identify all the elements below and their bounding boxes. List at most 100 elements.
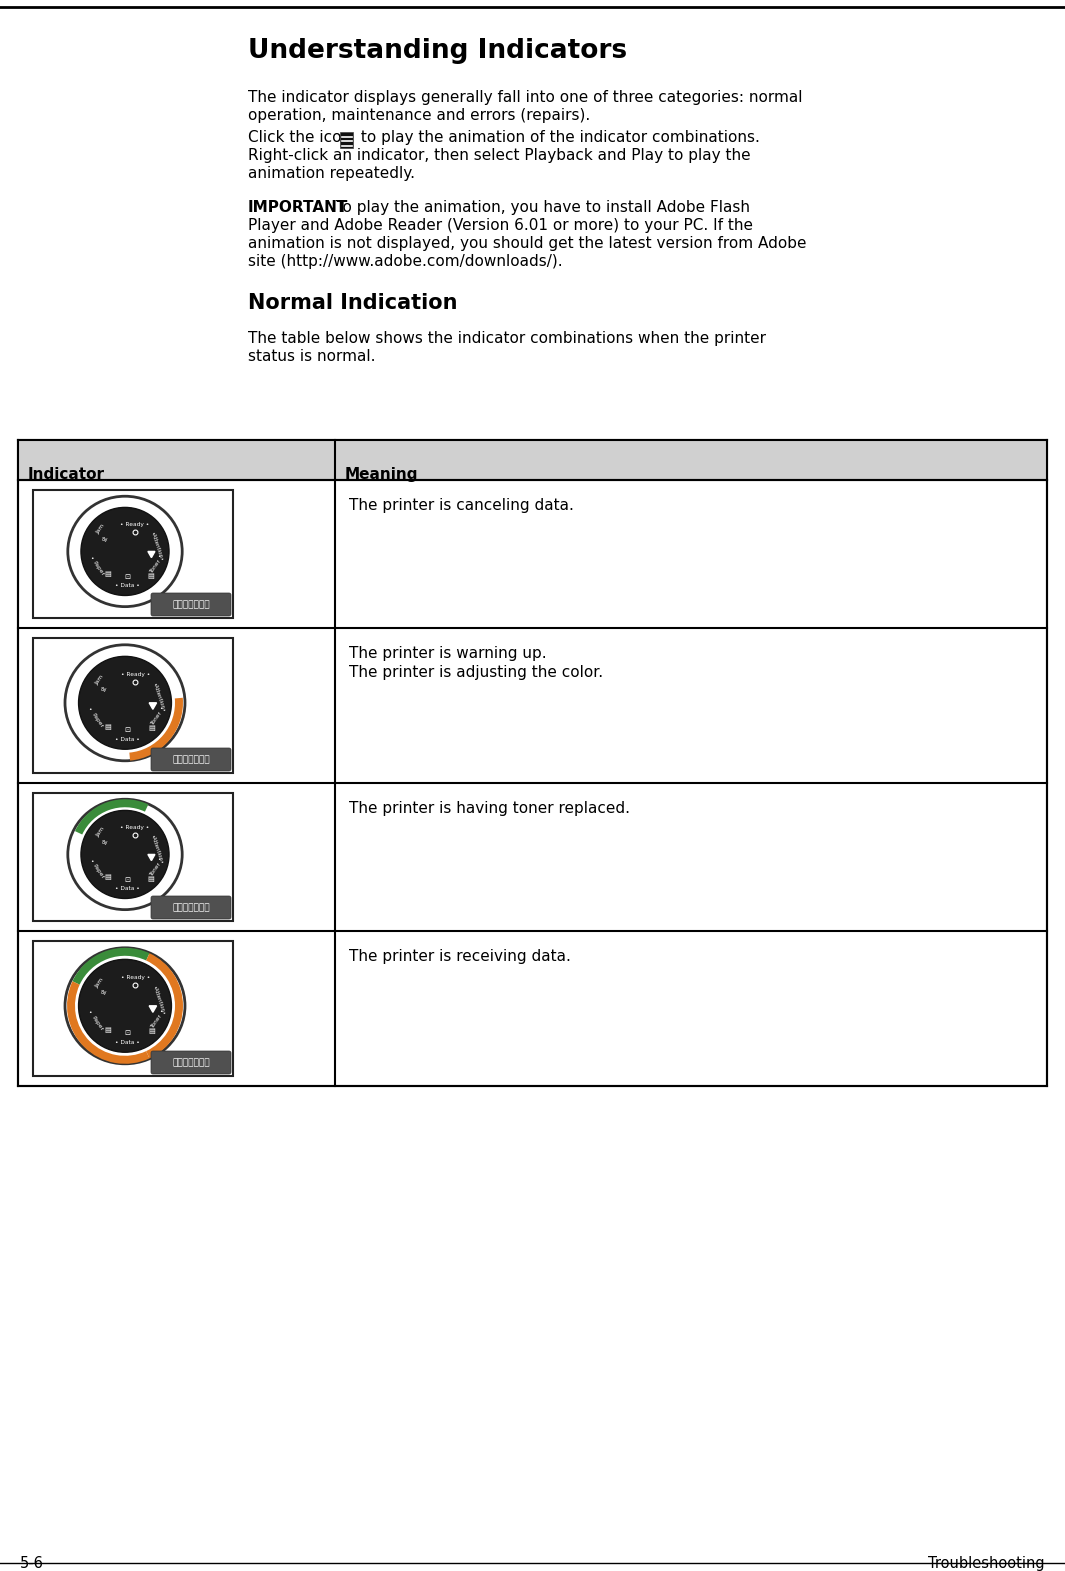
Ellipse shape: [81, 811, 169, 899]
Text: Player and Adobe Reader (Version 6.01 or more) to your PC. If the: Player and Adobe Reader (Version 6.01 or…: [248, 218, 753, 233]
Wedge shape: [146, 954, 183, 1059]
Text: status is normal.: status is normal.: [248, 349, 376, 364]
FancyBboxPatch shape: [33, 941, 233, 1076]
Text: •: •: [158, 555, 161, 559]
FancyBboxPatch shape: [33, 793, 233, 921]
Text: Click the icon: Click the icon: [248, 130, 351, 145]
Text: 8y: 8y: [101, 990, 108, 996]
Text: •: •: [158, 858, 161, 862]
Text: Paper: Paper: [92, 559, 105, 577]
FancyBboxPatch shape: [151, 895, 231, 919]
Text: ▤: ▤: [148, 726, 155, 732]
Text: •Attention•: •Attention•: [151, 682, 165, 713]
Text: アニメーション: アニメーション: [173, 1057, 210, 1067]
Text: •: •: [91, 858, 94, 864]
Text: animation repeatedly.: animation repeatedly.: [248, 167, 415, 181]
Text: アニメーション: アニメーション: [173, 903, 210, 913]
Text: ▤: ▤: [147, 573, 154, 578]
Wedge shape: [67, 982, 149, 1064]
Text: Right-click an indicator, then select Playback and Play to play the: Right-click an indicator, then select Pl…: [248, 148, 751, 163]
Text: IMPORTANT: IMPORTANT: [248, 200, 348, 215]
Text: 8y: 8y: [101, 687, 108, 693]
Text: Toner: Toner: [148, 862, 162, 878]
Text: Toner: Toner: [150, 712, 163, 727]
Text: to play the animation of the indicator combinations.: to play the animation of the indicator c…: [356, 130, 759, 145]
Text: •Attention•: •Attention•: [149, 531, 164, 561]
Text: The printer is adjusting the color.: The printer is adjusting the color.: [349, 665, 603, 680]
Text: Meaning: Meaning: [345, 467, 419, 482]
Ellipse shape: [68, 800, 182, 910]
Polygon shape: [149, 1005, 157, 1012]
Text: • Ready •: • Ready •: [120, 522, 149, 526]
Wedge shape: [72, 947, 149, 985]
Text: ⊡: ⊡: [125, 573, 130, 580]
Text: Toner: Toner: [150, 1015, 163, 1031]
Polygon shape: [148, 855, 154, 861]
Text: The printer is canceling data.: The printer is canceling data.: [349, 498, 574, 514]
Text: Normal Indication: Normal Indication: [248, 294, 458, 313]
Text: •: •: [88, 707, 92, 712]
Text: ▤: ▤: [104, 572, 112, 577]
Text: •Attention•: •Attention•: [149, 834, 164, 864]
Text: Jam: Jam: [94, 977, 104, 988]
Text: • Data •: • Data •: [115, 886, 140, 891]
Text: Jam: Jam: [94, 674, 104, 685]
Text: • Data •: • Data •: [115, 583, 140, 588]
FancyBboxPatch shape: [151, 748, 231, 771]
Text: ⊡: ⊡: [125, 877, 130, 883]
Ellipse shape: [81, 507, 169, 595]
Text: The printer is having toner replaced.: The printer is having toner replaced.: [349, 801, 630, 815]
Text: • Data •: • Data •: [115, 1040, 140, 1045]
Polygon shape: [148, 551, 154, 558]
Text: ▤: ▤: [104, 875, 112, 880]
Text: ▤: ▤: [104, 1027, 111, 1034]
Text: • Ready •: • Ready •: [120, 974, 150, 979]
FancyBboxPatch shape: [340, 132, 353, 148]
Polygon shape: [149, 702, 157, 709]
Text: ⊡: ⊡: [125, 727, 130, 732]
Text: The table below shows the indicator combinations when the printer: The table below shows the indicator comb…: [248, 331, 766, 346]
Text: animation is not displayed, you should get the latest version from Adobe: animation is not displayed, you should g…: [248, 236, 806, 251]
Ellipse shape: [65, 644, 185, 760]
Text: •Attention•: •Attention•: [151, 985, 165, 1016]
Text: アニメーション: アニメーション: [173, 756, 210, 764]
Text: 5-6: 5-6: [20, 1555, 44, 1571]
Text: site (http://www.adobe.com/downloads/).: site (http://www.adobe.com/downloads/).: [248, 255, 562, 269]
FancyBboxPatch shape: [33, 490, 233, 617]
Text: • Data •: • Data •: [115, 737, 140, 742]
FancyBboxPatch shape: [151, 1051, 231, 1075]
Text: •: •: [88, 1010, 92, 1015]
Text: Jam: Jam: [96, 826, 106, 839]
Text: ▤: ▤: [147, 875, 154, 881]
FancyBboxPatch shape: [18, 440, 1047, 1086]
Text: Paper: Paper: [92, 862, 105, 880]
Ellipse shape: [79, 657, 171, 749]
Text: •: •: [91, 556, 94, 561]
Text: ⊡: ⊡: [125, 1029, 130, 1035]
Text: Jam: Jam: [96, 523, 106, 536]
Ellipse shape: [68, 496, 182, 606]
Text: • Ready •: • Ready •: [120, 671, 150, 677]
Text: Troubleshooting: Troubleshooting: [929, 1555, 1045, 1571]
Text: The printer is receiving data.: The printer is receiving data.: [349, 949, 571, 965]
Text: operation, maintenance and errors (repairs).: operation, maintenance and errors (repai…: [248, 108, 590, 123]
Wedge shape: [129, 698, 183, 760]
Text: To play the animation, you have to install Adobe Flash: To play the animation, you have to insta…: [326, 200, 750, 215]
FancyBboxPatch shape: [18, 440, 1047, 481]
Text: Paper: Paper: [91, 712, 104, 729]
Text: Paper: Paper: [91, 1015, 104, 1032]
Text: •: •: [160, 1009, 163, 1013]
Text: Indicator: Indicator: [28, 467, 105, 482]
Ellipse shape: [79, 960, 171, 1053]
FancyBboxPatch shape: [33, 638, 233, 773]
Text: •: •: [160, 705, 163, 710]
Text: アニメーション: アニメーション: [173, 600, 210, 610]
Text: The indicator displays generally fall into one of three categories: normal: The indicator displays generally fall in…: [248, 90, 803, 105]
Ellipse shape: [65, 947, 185, 1064]
Wedge shape: [75, 800, 148, 834]
Text: ▤: ▤: [148, 1029, 155, 1034]
Text: 8y: 8y: [102, 537, 109, 542]
Text: • Ready •: • Ready •: [120, 825, 149, 829]
Text: The printer is warning up.: The printer is warning up.: [349, 646, 546, 661]
Text: 8y: 8y: [102, 839, 109, 845]
